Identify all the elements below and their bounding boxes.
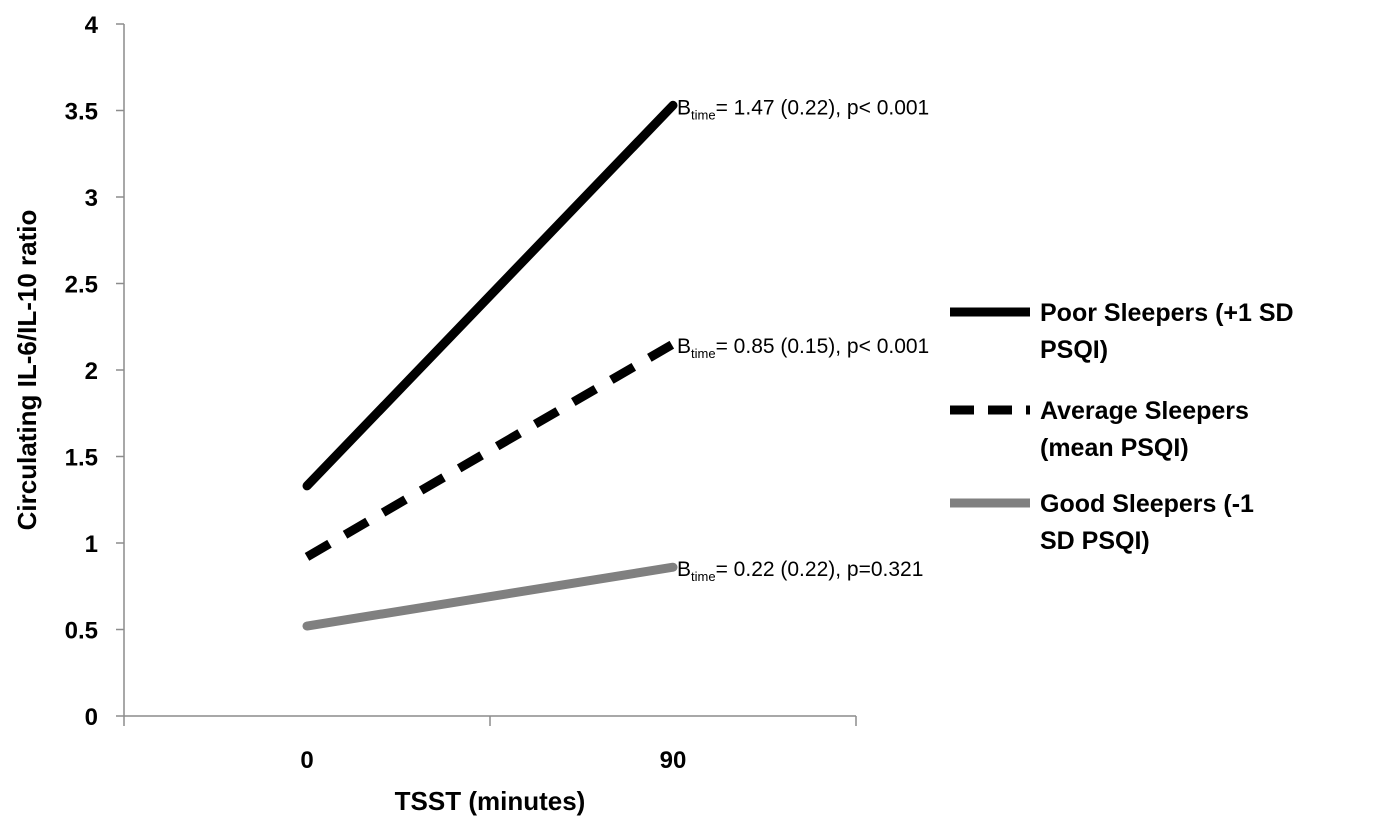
x-tick-label: 90 — [660, 747, 687, 774]
y-tick-label: 0 — [85, 704, 98, 731]
series-annotation-2: Btime= 0.85 (0.15), p< 0.001 — [677, 335, 929, 361]
y-tick-label: 1 — [85, 531, 98, 558]
y-tick-label: 3 — [85, 185, 98, 212]
legend-label-1: PSQI) — [1040, 336, 1108, 364]
x-axis-title: TSST (minutes) — [395, 786, 586, 816]
legend-label-3: SD PSQI) — [1040, 527, 1150, 555]
series-line-2 — [304, 340, 676, 561]
y-axis-title: Circulating IL-6/IL-10 ratio — [12, 210, 42, 531]
series-lines — [302, 100, 678, 631]
legend-label-2: (mean PSQI) — [1040, 434, 1189, 462]
x-tick-labels: 0 90 — [300, 747, 686, 774]
legend: Poor Sleepers (+1 SD PSQI) Average Sleeper… — [950, 299, 1294, 555]
y-tick-labels: 0 0.5 1 1.5 2 2.5 3 3.5 4 — [65, 12, 99, 731]
legend-label-3: Good Sleepers (-1 — [1040, 490, 1254, 518]
axes — [116, 23, 857, 726]
y-tick-label: 3.5 — [65, 99, 98, 126]
y-tick-label: 0.5 — [65, 618, 98, 645]
y-tick-label: 1.5 — [65, 445, 98, 472]
series-annotation-3: Btime= 0.22 (0.22), p=0.321 — [677, 558, 923, 584]
x-tick-label: 0 — [300, 747, 313, 774]
y-tick-label: 2.5 — [65, 272, 98, 299]
series-line-1 — [302, 100, 678, 491]
series-line-3 — [302, 562, 678, 631]
series-annotation-1: Btime= 1.47 (0.22), p< 0.001 — [677, 96, 929, 122]
annotations: Btime= 1.47 (0.22), p< 0.001 Btime= 0.85 … — [677, 96, 929, 584]
y-tick-label: 4 — [85, 12, 99, 39]
y-tick-label: 2 — [85, 358, 98, 385]
legend-label-1: Poor Sleepers (+1 SD — [1040, 299, 1294, 327]
legend-label-2: Average Sleepers — [1040, 397, 1249, 425]
